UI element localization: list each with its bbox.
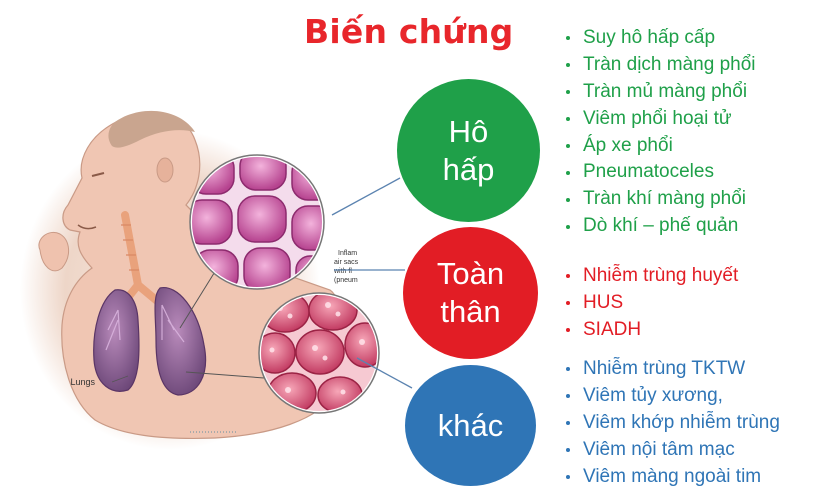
circle-other-line-1: khác xyxy=(437,407,504,443)
alveoli-note: Inflam air sacs with fl (pneum xyxy=(333,250,359,284)
page-title: Biến chứng xyxy=(304,12,514,51)
list-item: Nhiễm trùng huyết xyxy=(563,262,738,289)
alveoli-zoom-healthy xyxy=(189,154,325,290)
list-item: Tràn dịch màng phổi xyxy=(563,52,756,79)
list-item: Áp xe phổi xyxy=(563,133,756,160)
list-item: Viêm nội tâm mạc xyxy=(563,436,780,463)
circle-other: khác xyxy=(405,365,536,486)
list-item: HUS xyxy=(563,289,738,316)
right-lung xyxy=(154,287,207,396)
alveoli-note-line-2: air sacs xyxy=(334,259,359,266)
systemic-complications-list: Nhiễm trùng huyết HUS SIADH xyxy=(563,262,738,343)
list-item: Viêm tủy xương, xyxy=(563,382,780,409)
list-item: Suy hô hấp cấp xyxy=(563,25,756,52)
list-item: Tràn mủ màng phổi xyxy=(563,79,756,106)
left-lung xyxy=(93,289,140,392)
list-item: Tràn khí màng phổi xyxy=(563,186,756,213)
list-item: Viêm phổi hoại tử xyxy=(563,106,756,133)
other-complications-list: Nhiễm trùng TKTW Viêm tủy xương, Viêm kh… xyxy=(563,355,780,490)
circle-respiratory-line-1: Hô xyxy=(448,113,489,149)
lungs-label: Lungs xyxy=(70,377,95,387)
lungs-label-group: Lungs xyxy=(70,375,129,387)
list-item: Viêm màng ngoài tim xyxy=(563,463,780,490)
circle-respiratory-line-2: hấp xyxy=(442,151,495,187)
alveoli-note-line-4: (pneum xyxy=(334,277,358,284)
list-item: SIADH xyxy=(563,316,738,343)
circle-systemic: Toàn thân xyxy=(403,227,538,359)
circle-systemic-line-2: thân xyxy=(440,294,501,329)
list-item: Viêm khớp nhiễm trùng xyxy=(563,409,780,436)
circle-systemic-line-1: Toàn xyxy=(436,256,505,291)
alveoli-note-line-1: Inflam xyxy=(338,250,357,257)
alveoli-note-line-3: with fl xyxy=(333,268,352,275)
list-item: Nhiễm trùng TKTW xyxy=(563,355,780,382)
list-item: Pneumatoceles xyxy=(563,159,756,186)
list-item: Dò khí – phế quản xyxy=(563,213,756,240)
lung-illustration: Lungs Inflam air sacs with fl (pneum xyxy=(20,110,380,450)
circle-respiratory: Hô hấp xyxy=(397,79,540,222)
alveoli-zoom-inflamed xyxy=(258,292,380,414)
respiratory-complications-list: Suy hô hấp cấp Tràn dịch màng phổi Tràn … xyxy=(563,25,756,240)
